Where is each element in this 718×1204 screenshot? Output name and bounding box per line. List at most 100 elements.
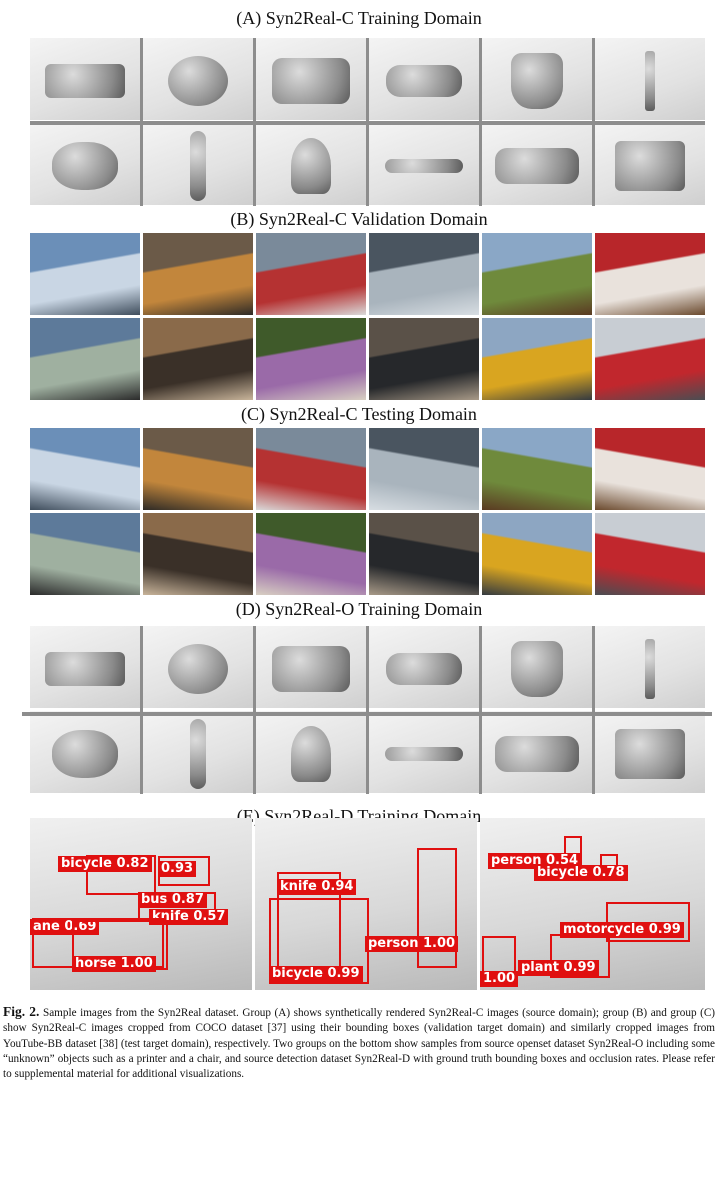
thumbnail-skateboard: [369, 711, 479, 793]
knife-render: [645, 50, 655, 111]
detection-label: 0.93: [158, 861, 197, 877]
horse-render: [511, 640, 563, 697]
car-render: [386, 652, 462, 685]
thumbnail-knife: [595, 233, 705, 315]
thumbnail-person: [143, 711, 253, 793]
thumbnail-person: [143, 123, 253, 205]
thumbnail-skateboard: [369, 513, 479, 595]
thumbnail-skateboard: [369, 318, 479, 400]
divider: [366, 38, 369, 206]
bounding-box: [550, 934, 610, 978]
thumbnail-bicycle: [143, 38, 253, 120]
thumbnail-car: [369, 233, 479, 315]
thumbnail-truck: [595, 318, 705, 400]
thumbnail-plant: [256, 711, 366, 793]
thumbnail-horse: [482, 626, 592, 708]
detection-label: bicycle 0.82: [58, 856, 152, 872]
detection-label: bus 0.87: [138, 892, 207, 908]
divider: [592, 38, 595, 206]
detection-label: bicycle 0.78: [534, 865, 628, 881]
detection-panel-2: knife 0.94 person 1.00 bicycle 0.99: [255, 818, 477, 990]
horse-render: [511, 52, 563, 109]
skateboard-render: [385, 746, 463, 761]
thumbnail-skateboard: [369, 123, 479, 205]
bicycle-render: [168, 55, 228, 106]
divider: [140, 626, 143, 794]
thumbnail-bicycle: [143, 428, 253, 510]
section-d-title: (D) Syn2Real-O Training Domain: [235, 599, 483, 619]
train-render: [495, 735, 579, 772]
knife-render: [645, 638, 655, 699]
thumbnail-bus: [256, 428, 366, 510]
divider: [140, 38, 143, 206]
thumbnail-knife: [595, 38, 705, 120]
detection-label: person 1.00: [365, 936, 459, 952]
section-a-title: (A) Syn2Real-C Training Domain: [236, 8, 482, 28]
thumbnail-train: [482, 318, 592, 400]
chair-render: [168, 643, 228, 694]
thumbnail-train: [482, 123, 592, 205]
figure-label: Fig. 2.: [3, 1004, 40, 1019]
thumbnail-knife: [595, 428, 705, 510]
thumbnail-horse: [482, 428, 592, 510]
thumbnail-car: [369, 38, 479, 120]
detection-label: 1.00: [480, 971, 519, 987]
train-render: [495, 147, 579, 184]
thumbnail-motorcycle: [30, 123, 140, 205]
plant-render: [291, 137, 331, 194]
thumbnail-bus: [256, 626, 366, 708]
section-a-grid: [30, 38, 705, 205]
section-c-title: (C) Syn2Real-C Testing Domain: [241, 404, 477, 424]
section-b-title: (B) Syn2Real-C Validation Domain: [230, 209, 488, 229]
section-d-grid: [30, 626, 705, 793]
person-render: [190, 718, 206, 789]
thumbnail-plant: [256, 123, 366, 205]
thumbnail-bus: [256, 233, 366, 315]
thumbnail-chair: [143, 626, 253, 708]
caption-text: Sample images from the Syn2Real dataset.…: [3, 1007, 716, 1081]
thumbnail-printer: [30, 626, 140, 708]
figure-caption: Fig. 2. Sample images from the Syn2Real …: [3, 1004, 715, 1082]
detection-label: plant 0.99: [518, 960, 599, 976]
thumbnail-truck: [595, 123, 705, 205]
divider: [366, 626, 369, 794]
divider: [592, 626, 595, 794]
truck-render: [615, 140, 685, 191]
thumbnail-train: [482, 513, 592, 595]
thumbnail-person: [143, 513, 253, 595]
detection-label: knife 0.57: [149, 909, 229, 925]
section-b-grid: [30, 233, 705, 400]
printer-render: [45, 651, 125, 686]
detection-label: bicycle 0.99: [269, 966, 363, 982]
car-render: [386, 64, 462, 97]
bounding-box: [269, 898, 369, 984]
thumbnail-car: [369, 428, 479, 510]
thumbnail-bicycle: [143, 233, 253, 315]
section-c-grid: [30, 428, 705, 595]
thumbnail-plant: [256, 513, 366, 595]
divider: [479, 38, 482, 206]
thumbnail-car: [369, 626, 479, 708]
plant-render: [291, 725, 331, 782]
thumbnail-truck: [595, 711, 705, 793]
thumbnail-motorcycle: [30, 711, 140, 793]
detection-label: knife 0.94: [277, 879, 357, 895]
bus-render: [272, 57, 350, 104]
thumbnail-bus: [256, 38, 366, 120]
thumbnail-motorcycle: [30, 318, 140, 400]
thumbnail-knife: [595, 626, 705, 708]
person-render: [190, 130, 206, 201]
detection-label: horse 1.00: [72, 956, 156, 972]
motorcycle-render: [52, 729, 118, 778]
bus-render: [272, 645, 350, 692]
divider: [479, 626, 482, 794]
thumbnail-truck: [595, 513, 705, 595]
thumbnail-aeroplane: [30, 428, 140, 510]
thumbnail-horse: [482, 233, 592, 315]
thumbnail-train: [482, 711, 592, 793]
detection-panel-1: bicycle 0.82 0.93 bus 0.87 knife 0.57 an…: [30, 818, 252, 990]
aeroplane-render: [45, 63, 125, 98]
detection-panel-3: person 0.54 bicycle 0.78 motorcycle 0.99…: [480, 818, 705, 990]
divider: [253, 38, 256, 206]
detection-label: ane 0.69: [30, 919, 100, 935]
